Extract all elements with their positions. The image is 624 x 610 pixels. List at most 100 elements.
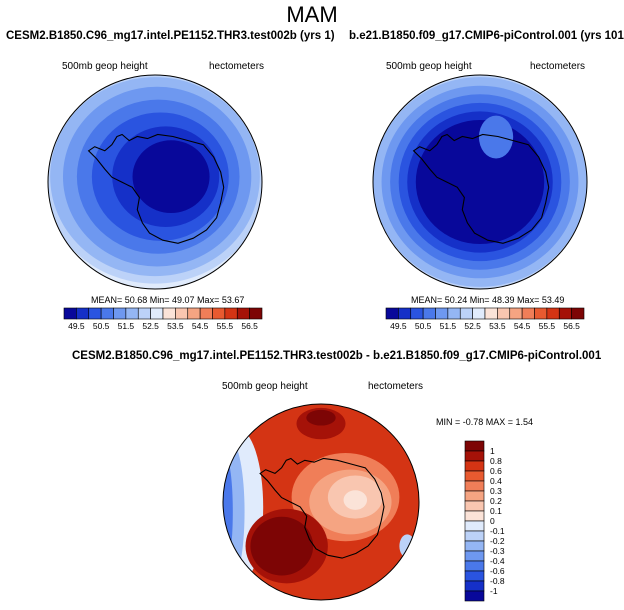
panel1-colorbar-tick-label: 52.5 bbox=[142, 321, 159, 331]
panel3-colorbar-tick-label: -0.1 bbox=[490, 526, 505, 536]
panel2-variable-label: 500mb geop height bbox=[386, 61, 472, 72]
panel2-colorbar-cell bbox=[546, 307, 560, 320]
panel3-colorbar-tick-label: 0.2 bbox=[490, 496, 502, 506]
panel2-colorbar-cell bbox=[534, 307, 548, 320]
panel3-colorbar-cell bbox=[464, 510, 485, 522]
panel2-colorbar-tick-label: 52.5 bbox=[464, 321, 481, 331]
panel3-contour-band-3 bbox=[223, 457, 233, 566]
panel1-coastline bbox=[87, 133, 225, 244]
panel2-colorbar-tick-label: 54.5 bbox=[514, 321, 531, 331]
panel1-colorbar-cell bbox=[187, 307, 201, 320]
panel3-colorbar-tick-label: 0.4 bbox=[490, 476, 502, 486]
panel3-map-border bbox=[222, 403, 420, 601]
panel2-colorbar-cell bbox=[521, 307, 535, 320]
panel3-colorbar-tick-label: 0 bbox=[490, 516, 495, 526]
panel1-colorbar-tick-label: 49.5 bbox=[68, 321, 85, 331]
panel1-colorbar-cell bbox=[137, 307, 151, 320]
panel3-colorbar-tick-label: -0.3 bbox=[490, 546, 505, 556]
panel3-colorbar-tick-label: -0.4 bbox=[490, 556, 505, 566]
panel2-colorbar-tick-label: 51.5 bbox=[440, 321, 457, 331]
panel3-field bbox=[223, 404, 419, 600]
panel3-colorbar-cell bbox=[464, 450, 485, 462]
panel1-colorbar-cell bbox=[175, 307, 189, 320]
panel2-colorbar-cell bbox=[571, 307, 585, 320]
panel1-colorbar-tick-label: 55.5 bbox=[217, 321, 234, 331]
panel2-contour-band-7 bbox=[478, 115, 514, 159]
panel3-colorbar-cell bbox=[464, 590, 485, 602]
panel3-colorbar-cell bbox=[464, 540, 485, 552]
panel2-contour-band-6 bbox=[415, 119, 545, 245]
panel1-colorbar-cell bbox=[125, 307, 139, 320]
panel1-colorbar-cell bbox=[162, 307, 176, 320]
panel3-variable-label: 500mb geop height bbox=[222, 381, 308, 392]
panel3-stats: MIN = -0.78 MAX = 1.54 bbox=[436, 417, 534, 427]
panel3-colorbar-tick-label: -0.6 bbox=[490, 566, 505, 576]
panel1-colorbar-cell bbox=[113, 307, 127, 320]
panel2-colorbar-cell bbox=[509, 307, 523, 320]
panel3-contour-band-7 bbox=[343, 490, 368, 510]
panel1-field bbox=[48, 75, 262, 289]
panel2-colorbar-tick-label: 55.5 bbox=[539, 321, 556, 331]
panel1-colorbar-cell bbox=[199, 307, 213, 320]
panel3-colorbar-tick-label: 0.3 bbox=[490, 486, 502, 496]
panel3-colorbar-cell bbox=[464, 570, 485, 582]
panel3-colorbar-tick-label: -0.8 bbox=[490, 576, 505, 586]
panel2-colorbar-cell bbox=[447, 307, 461, 320]
panel2-colorbar-cell bbox=[472, 307, 486, 320]
panel1-colorbar-cell bbox=[76, 307, 90, 320]
panel3-colorbar-tick-label: 0.1 bbox=[490, 506, 502, 516]
panel1-colorbar-tick-label: 54.5 bbox=[192, 321, 209, 331]
panel1-colorbar-cell bbox=[88, 307, 102, 320]
panel1-colorbar-tick-label: 51.5 bbox=[118, 321, 135, 331]
panel3-colorbar-tick-label: 0.8 bbox=[490, 456, 502, 466]
panel1-colorbar-cell bbox=[150, 307, 164, 320]
panel1-colorbar-cell bbox=[249, 307, 263, 320]
panel1-colorbar-tick-label: 53.5 bbox=[167, 321, 184, 331]
panel3-title: CESM2.B1850.C96_mg17.intel.PE1152.THR3.t… bbox=[72, 350, 602, 362]
panel3-colorbar-cell bbox=[464, 580, 485, 592]
panel2-colorbar-tick-label: 49.5 bbox=[390, 321, 407, 331]
panel2-field bbox=[373, 75, 587, 289]
panel1-units-label: hectometers bbox=[209, 61, 265, 72]
panel1-colorbar-cell bbox=[212, 307, 226, 320]
panel2-colorbar-cell bbox=[459, 307, 473, 320]
panel2-map-border bbox=[372, 74, 588, 290]
panel3-colorbar-tick-label: 0.6 bbox=[490, 466, 502, 476]
panel3-coastline bbox=[259, 457, 385, 559]
panel1-stats: MEAN= 50.68 Min= 49.07 Max= 53.67 bbox=[91, 295, 245, 305]
panel1-variable-label: 500mb geop height bbox=[62, 61, 148, 72]
panel3-colorbar-cell bbox=[464, 440, 485, 452]
panel3-colorbar-cell bbox=[464, 490, 485, 502]
panel2-colorbar-tick-label: 56.5 bbox=[563, 321, 580, 331]
panel1-colorbar-cell bbox=[224, 307, 238, 320]
panel2-colorbar-cell bbox=[435, 307, 449, 320]
panel2-colorbar-cell bbox=[558, 307, 572, 320]
panel3-colorbar-tick-label: -0.2 bbox=[490, 536, 505, 546]
panel3-colorbar-cell bbox=[464, 560, 485, 572]
panel2-colorbar-cell bbox=[410, 307, 424, 320]
main-title: MAM bbox=[286, 2, 338, 27]
panel1-map-border bbox=[47, 74, 263, 290]
panel3-colorbar-cell bbox=[464, 470, 485, 482]
panel2-colorbar-cell bbox=[484, 307, 498, 320]
panel1-title: CESM2.B1850.C96_mg17.intel.PE1152.THR3.t… bbox=[6, 30, 335, 42]
panel2-colorbar-cell bbox=[385, 307, 399, 320]
panel3-contour-band-9 bbox=[250, 516, 314, 576]
panel2-coastline bbox=[412, 133, 550, 244]
panel3-colorbar-cell bbox=[464, 550, 485, 562]
panel3-colorbar-tick-label: 1 bbox=[490, 446, 495, 456]
panel2-colorbar-cell bbox=[398, 307, 412, 320]
panel2-units-label: hectometers bbox=[530, 61, 586, 72]
panel3-colorbar-cell bbox=[464, 520, 485, 532]
panel2-colorbar-cell bbox=[422, 307, 436, 320]
panel3-colorbar-cell bbox=[464, 500, 485, 512]
panel2-title: b.e21.B1850.f09_g17.CMIP6-piControl.001 … bbox=[349, 30, 624, 42]
panel2-colorbar-tick-label: 50.5 bbox=[415, 321, 432, 331]
panel2-stats: MEAN= 50.24 Min= 48.39 Max= 53.49 bbox=[411, 295, 565, 305]
panel1-colorbar-cell bbox=[100, 307, 114, 320]
panel1-colorbar-tick-label: 56.5 bbox=[241, 321, 258, 331]
panel3-colorbar-cell bbox=[464, 480, 485, 492]
panel2-colorbar-tick-label: 53.5 bbox=[489, 321, 506, 331]
panel1-colorbar-cell bbox=[63, 307, 77, 320]
panel3-units-label: hectometers bbox=[368, 381, 424, 392]
